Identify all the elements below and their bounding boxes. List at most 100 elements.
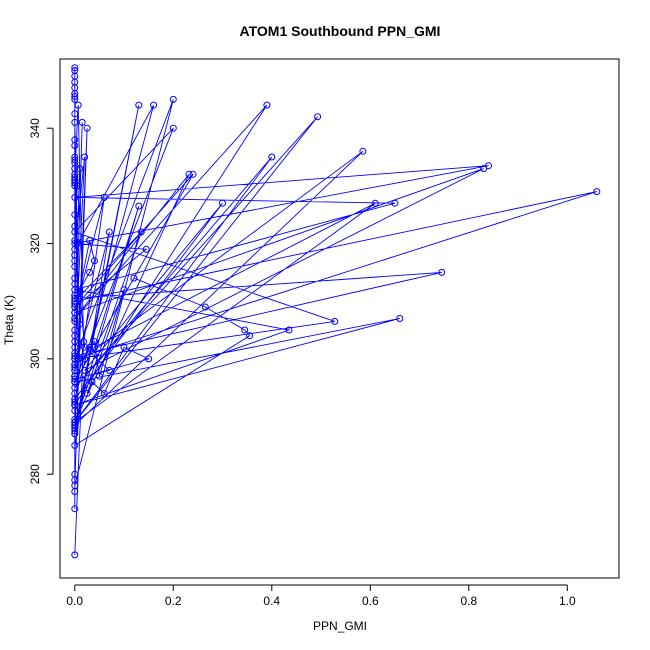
data-point xyxy=(71,352,79,360)
data-point xyxy=(371,199,379,207)
data-point xyxy=(83,124,91,132)
data-point xyxy=(71,176,79,184)
data-point xyxy=(76,286,84,294)
data-point xyxy=(95,372,103,380)
data-point xyxy=(130,274,138,282)
data-point xyxy=(391,199,399,207)
data-point xyxy=(485,162,492,170)
data-point xyxy=(71,142,79,149)
data-point xyxy=(169,95,177,103)
data-point xyxy=(81,355,89,363)
data-point xyxy=(71,398,79,406)
plot-area xyxy=(59,58,620,579)
data-point xyxy=(86,343,94,351)
data-point xyxy=(120,286,128,294)
data-point xyxy=(71,291,79,299)
data-point xyxy=(71,193,79,201)
data-point xyxy=(169,124,177,132)
data-point xyxy=(219,199,226,207)
data-point xyxy=(71,153,79,161)
data-point xyxy=(145,355,153,363)
data-point xyxy=(71,332,79,340)
data-point xyxy=(88,378,96,386)
data-point xyxy=(263,101,271,109)
data-point xyxy=(71,401,79,409)
data-point xyxy=(135,101,143,109)
x-axis-label: PPN_GMI xyxy=(313,619,367,633)
data-point xyxy=(396,315,404,322)
data-point xyxy=(78,118,86,126)
data-point xyxy=(100,390,108,397)
data-point xyxy=(71,211,79,219)
data-point xyxy=(150,101,158,109)
data-point xyxy=(71,421,79,429)
x-tick-label: 0.0 xyxy=(66,594,83,608)
data-point xyxy=(100,193,108,201)
y-tick-label: 340 xyxy=(28,118,42,138)
x-tick-label: 0.2 xyxy=(165,594,182,608)
data-point xyxy=(71,378,79,386)
data-point xyxy=(285,326,293,334)
data-point xyxy=(71,476,79,484)
x-tick-label: 0.6 xyxy=(362,594,379,608)
data-point xyxy=(71,441,79,449)
data-point xyxy=(74,101,82,109)
data-point xyxy=(71,505,79,513)
data-point xyxy=(71,364,79,371)
plot-frame xyxy=(59,58,620,579)
y-tick-label: 300 xyxy=(28,349,42,369)
data-point xyxy=(185,170,193,178)
data-point xyxy=(71,78,79,86)
data-point xyxy=(71,390,79,397)
axis-ticks: 0.0 0.2 0.4 0.6 0.8 1.0 280 300 320 340 xyxy=(28,118,576,608)
data-point xyxy=(71,222,79,230)
data-point xyxy=(71,294,79,302)
data-point xyxy=(71,309,79,317)
data-point xyxy=(71,251,79,259)
data-point xyxy=(71,179,79,187)
data-point xyxy=(201,303,209,311)
data-point xyxy=(86,237,94,245)
data-point xyxy=(71,317,79,325)
data-point xyxy=(81,343,89,351)
data-point xyxy=(71,418,79,426)
data-point xyxy=(71,110,79,118)
data-point xyxy=(71,93,79,100)
data-point xyxy=(71,237,79,245)
data-point xyxy=(71,280,79,288)
chart-title: ATOM1 Southbound PPN_GMI xyxy=(240,23,441,39)
data-point xyxy=(438,268,446,276)
data-point xyxy=(105,366,113,374)
data-point xyxy=(71,551,79,559)
data-point xyxy=(81,153,89,161)
data-point xyxy=(314,113,322,121)
data-point xyxy=(91,257,98,265)
data-point xyxy=(135,202,143,210)
data-point xyxy=(71,156,79,164)
x-tick-label: 0.8 xyxy=(460,594,477,608)
data-point xyxy=(71,349,79,357)
x-tick-label: 1.0 xyxy=(559,594,576,608)
data-point xyxy=(105,228,113,236)
y-axis-label: Theta (K) xyxy=(2,295,16,345)
data-point xyxy=(71,95,79,103)
data-point xyxy=(246,332,254,340)
data-point xyxy=(86,268,94,276)
data-point xyxy=(81,366,89,374)
data-point xyxy=(137,228,145,236)
data-point xyxy=(268,153,276,161)
data-point xyxy=(71,64,79,72)
data-point xyxy=(241,326,249,334)
data-point xyxy=(189,170,197,178)
data-point xyxy=(71,240,79,247)
data-point xyxy=(593,188,601,196)
data-point xyxy=(71,118,79,126)
data-point xyxy=(71,430,79,438)
data-point xyxy=(83,390,91,397)
data-point xyxy=(71,375,79,383)
data-point xyxy=(142,245,150,253)
data-point xyxy=(91,338,98,346)
data-point xyxy=(71,361,79,369)
